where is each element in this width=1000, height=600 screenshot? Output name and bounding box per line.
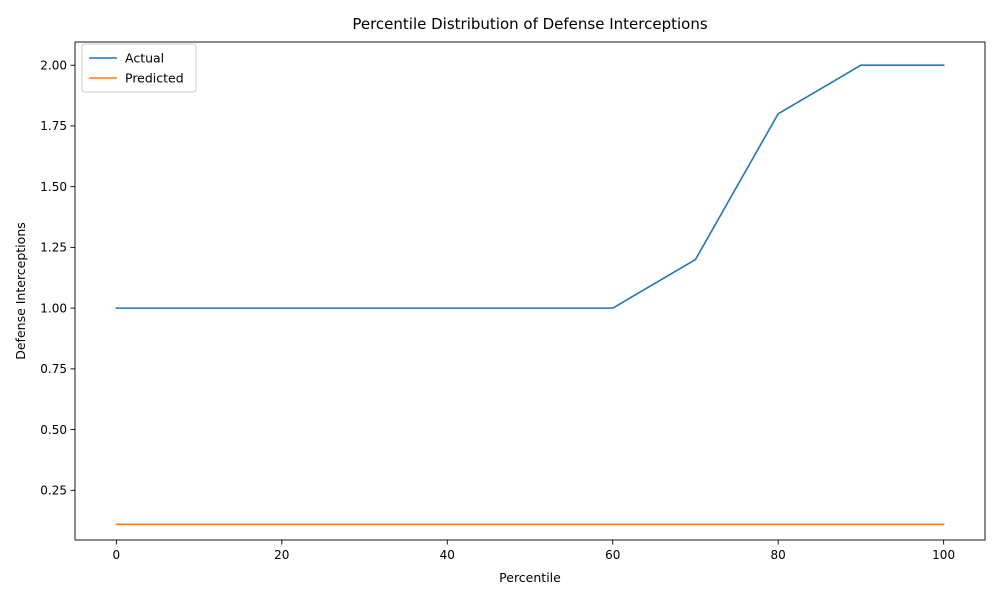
x-tick-label: 0	[113, 548, 121, 562]
x-tick-label: 40	[440, 548, 455, 562]
x-tick-label: 60	[605, 548, 620, 562]
x-tick-label: 100	[932, 548, 955, 562]
chart-title: Percentile Distribution of Defense Inter…	[352, 15, 707, 33]
plot-frame	[74, 41, 986, 541]
legend-label-predicted: Predicted	[125, 71, 184, 86]
x-axis-label: Percentile	[499, 570, 561, 585]
y-axis-label: Defense Interceptions	[13, 222, 28, 360]
legend-label-actual: Actual	[125, 51, 164, 66]
y-tick-label: 0.25	[40, 484, 67, 498]
y-tick-label: 1.25	[40, 241, 67, 255]
series-line-actual	[115, 64, 945, 309]
legend: Actual Predicted	[81, 43, 197, 93]
legend-box	[81, 43, 197, 93]
y-tick-label: 1.75	[40, 119, 67, 133]
x-tick-label: 80	[771, 548, 786, 562]
y-tick-label: 2.00	[40, 58, 67, 72]
y-tick-label: 1.50	[40, 180, 67, 194]
y-tick-label: 0.50	[40, 423, 67, 437]
y-tick-label: 0.75	[40, 362, 67, 376]
x-tick-label: 20	[274, 548, 289, 562]
y-tick-label: 1.00	[40, 301, 67, 315]
plot-area: 0 20 40 60 80 100 0.25 0.50 0.75 1.00 1.25 1.50 1.75…	[40, 41, 986, 562]
